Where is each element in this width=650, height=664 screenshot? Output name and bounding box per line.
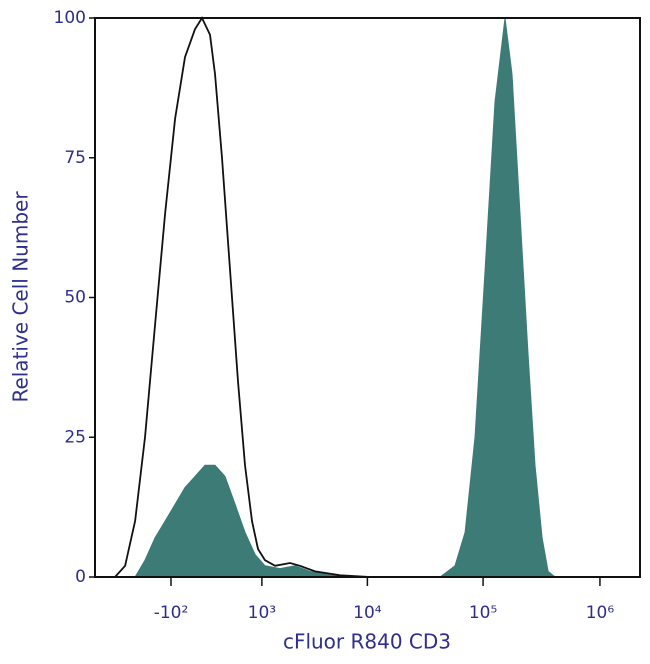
x-tick-label: 10⁶	[586, 603, 615, 623]
y-tick-label: 100	[54, 8, 86, 28]
y-axis-label: Relative Cell Number	[9, 191, 33, 403]
y-tick-label: 75	[64, 148, 86, 168]
x-tick-label: 10³	[248, 603, 276, 623]
line	[114, 16, 371, 578]
y-tick-label: 50	[64, 288, 86, 308]
area	[134, 17, 557, 578]
x-tick-label: 10⁵	[469, 603, 497, 623]
x-tick-label: -10²	[154, 603, 189, 623]
x-tick-label: 10⁴	[353, 603, 382, 623]
x-axis-label: cFluor R840 CD3	[283, 630, 451, 654]
y-tick-label: 0	[75, 567, 86, 587]
plot-frame	[94, 17, 641, 578]
y-tick-label: 25	[64, 427, 86, 447]
